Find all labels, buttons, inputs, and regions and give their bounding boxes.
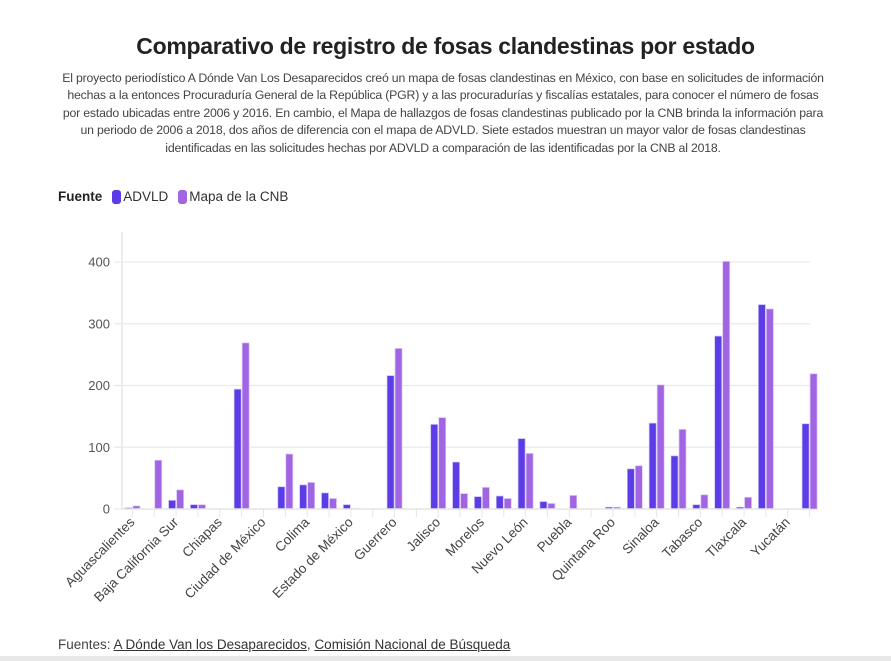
bar-cnb	[744, 496, 752, 510]
bar-cnb	[438, 417, 447, 510]
legend-swatch-cnb	[178, 189, 188, 204]
bar-cnb	[241, 342, 250, 510]
bar-cnb	[634, 465, 643, 510]
bar-advld	[321, 492, 329, 510]
bar-cnb	[329, 498, 337, 510]
y-tick-label: 300	[88, 316, 110, 331]
bottom-scroll-edge	[0, 656, 891, 661]
bar-advld	[430, 424, 439, 510]
source-link-advld[interactable]: A Dónde Van los Desaparecidos	[113, 637, 307, 652]
bar-cnb	[503, 498, 512, 510]
bar-cnb	[307, 482, 316, 510]
bar-cnb	[394, 348, 403, 510]
bar-advld	[495, 495, 504, 510]
x-tick-label: Puebla	[534, 514, 575, 555]
x-tick-label: Tabasco	[659, 515, 705, 561]
bar-advld	[474, 496, 482, 510]
bar-advld	[277, 486, 286, 510]
bar-cnb	[766, 308, 774, 510]
bar-advld	[670, 455, 679, 510]
bar-advld	[452, 461, 460, 510]
legend: Fuente ADVLD Mapa de la CNB	[58, 189, 294, 204]
bar-cnb	[285, 453, 294, 510]
bar-cnb	[525, 453, 534, 510]
x-tick-label: Jalisco	[404, 515, 444, 555]
legend-label: Mapa de la CNB	[189, 189, 289, 204]
bar-cnb	[569, 495, 578, 510]
x-tick-label: Yucatán	[748, 515, 793, 560]
x-tick-label: Estado de México	[269, 515, 355, 601]
x-tick-label: Colima	[272, 514, 313, 555]
x-tick-label: Tlaxcala	[703, 514, 750, 561]
bar-advld	[233, 388, 242, 510]
bar-advld	[539, 501, 548, 510]
bar-cnb	[678, 428, 687, 510]
legend-label: ADVLD	[123, 189, 169, 204]
chart-description: El proyecto periodístico A Dónde Van Los…	[62, 71, 824, 155]
legend-title: Fuente	[58, 189, 103, 204]
bar-cnb	[482, 487, 490, 510]
bar-advld	[517, 438, 526, 510]
sources-separator: ,	[306, 637, 315, 652]
y-tick-label: 0	[103, 502, 110, 517]
bar-cnb	[154, 459, 163, 510]
bar-cnb	[656, 384, 665, 510]
bar-advld	[168, 500, 176, 510]
bar-advld	[648, 422, 657, 510]
bar-advld	[758, 304, 766, 510]
bar-cnb	[460, 493, 468, 510]
y-tick-label: 400	[88, 255, 110, 270]
bar-advld	[801, 423, 810, 510]
bar-cnb	[809, 373, 818, 510]
bar-cnb	[700, 494, 709, 510]
y-tick-label: 100	[88, 440, 110, 455]
source-link-cnb[interactable]: Comisión Nacional de Búsqueda	[314, 637, 511, 652]
bar-cnb	[722, 261, 731, 510]
bar-advld	[299, 484, 308, 510]
x-tick-label: Ciudad de México	[182, 515, 269, 602]
bar-advld	[386, 375, 395, 510]
bar-advld	[626, 468, 635, 510]
bar-cnb	[176, 489, 184, 510]
legend-swatch-advld	[112, 189, 122, 204]
chart-title: Comparativo de registro de fosas clandes…	[136, 33, 755, 59]
bar-cnb	[547, 503, 556, 510]
legend-item-advld[interactable]: ADVLD	[112, 189, 168, 204]
sources-footer: Fuentes: A Dónde Van los Desaparecidos, …	[58, 637, 510, 652]
sources-prefix: Fuentes:	[58, 637, 114, 652]
bar-advld	[714, 335, 723, 510]
x-tick-label: Guerrero	[351, 515, 400, 564]
legend-item-cnb[interactable]: Mapa de la CNB	[178, 189, 288, 204]
y-tick-label: 200	[88, 378, 110, 393]
x-tick-label: Sinaloa	[619, 514, 662, 557]
x-tick-label: Baja California Sur	[91, 514, 182, 605]
x-tick-label: Morelos	[442, 514, 487, 559]
